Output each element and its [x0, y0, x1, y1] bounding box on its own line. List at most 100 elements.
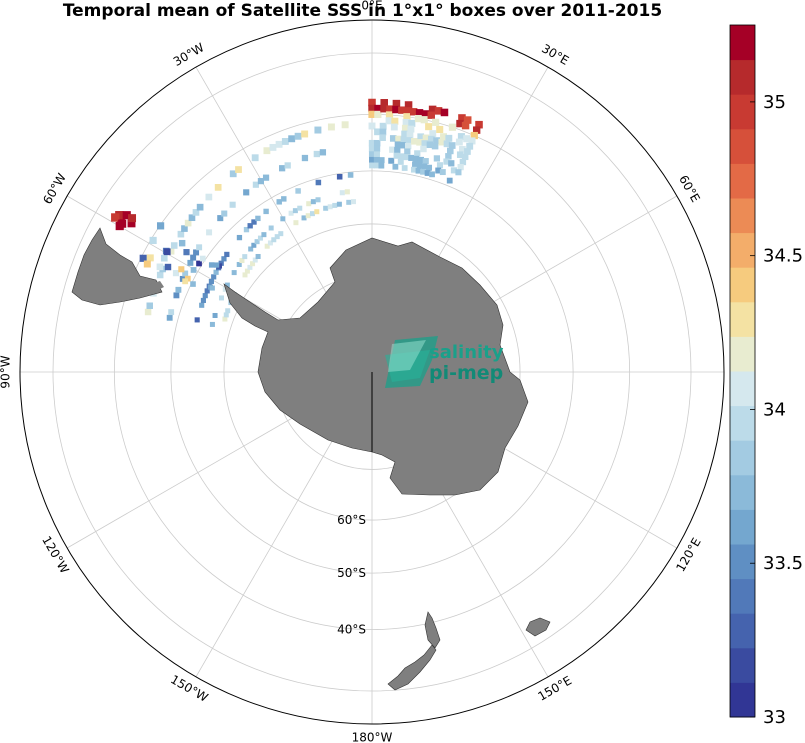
sss-cell — [378, 162, 385, 169]
sss-cell — [475, 120, 483, 129]
sss-cell — [301, 154, 309, 162]
meridian-line — [195, 66, 349, 331]
sss-cell — [243, 189, 250, 196]
sss-cell — [156, 271, 164, 279]
colorbar-segment — [730, 198, 755, 234]
colorbar-segment — [730, 544, 755, 580]
sss-cell — [435, 167, 442, 174]
sss-cell — [436, 125, 444, 133]
sss-cell — [448, 142, 456, 149]
sss-cell — [386, 105, 394, 113]
sss-cell — [208, 262, 215, 268]
sss-cell — [401, 165, 408, 171]
sss-cell — [288, 210, 294, 216]
sss-cell — [388, 157, 395, 164]
sss-cell — [401, 124, 409, 132]
sss-cell — [458, 114, 466, 122]
sss-cell — [431, 142, 439, 150]
sss-cell — [411, 138, 418, 145]
sss-cell — [279, 165, 286, 172]
sss-cell — [443, 158, 450, 165]
sss-cell — [156, 263, 164, 271]
sss-cell — [225, 308, 231, 314]
sss-cell — [111, 213, 120, 222]
sss-cell — [315, 179, 322, 186]
logo-mark — [385, 336, 438, 388]
sss-cell — [432, 118, 440, 126]
falklands-landmass — [150, 281, 164, 291]
colorbar-tick-label: 33 — [763, 707, 786, 728]
sss-cell — [221, 210, 228, 217]
sss-cell — [301, 215, 307, 221]
sss-cell — [192, 209, 200, 216]
sss-cell — [393, 152, 400, 159]
sss-cell — [436, 162, 444, 169]
sss-cell — [438, 138, 446, 146]
sss-cell — [257, 178, 265, 185]
latitude-label: 50°S — [337, 566, 366, 580]
sss-cell — [373, 145, 381, 152]
sss-cell — [408, 119, 416, 127]
sss-cell — [206, 229, 213, 236]
sss-cell — [408, 154, 415, 161]
sss-cell — [336, 201, 342, 207]
colorbar-segment — [730, 440, 755, 476]
sss-cell — [222, 286, 228, 292]
sss-cell — [247, 223, 253, 229]
sss-cell — [440, 133, 447, 141]
sss-cell — [235, 166, 242, 173]
sss-cell — [218, 295, 224, 301]
sss-cell — [323, 205, 329, 211]
colorbar-segment — [730, 682, 755, 718]
sss-cell — [368, 139, 376, 147]
sss-cell — [221, 256, 227, 262]
sss-cell — [177, 230, 185, 238]
sss-cell — [339, 190, 345, 196]
sss-cell — [416, 139, 423, 146]
sss-cell — [263, 208, 269, 215]
meridian-line — [66, 395, 331, 549]
sss-cell — [373, 156, 380, 163]
sss-cell — [204, 288, 210, 294]
sss-cell — [243, 226, 250, 233]
sss-cell — [172, 270, 180, 277]
sss-cell — [188, 214, 196, 222]
sss-cell — [445, 153, 452, 160]
colorbar-frame — [729, 24, 756, 718]
sss-cell — [208, 278, 214, 285]
colorbar-segment — [730, 94, 755, 130]
sss-cell — [213, 269, 219, 275]
longitude-label: 150°W — [168, 672, 210, 705]
sss-cell — [205, 193, 213, 201]
sss-cell — [278, 231, 284, 237]
sss-cell — [183, 249, 190, 256]
sss-cell — [415, 167, 422, 174]
sss-cell — [368, 145, 376, 152]
sss-cell — [314, 126, 322, 134]
sss-cell — [175, 286, 182, 293]
sss-cell — [199, 255, 206, 262]
sss-cell — [202, 293, 208, 299]
sss-cell — [212, 312, 218, 318]
sss-cell — [389, 146, 396, 153]
sss-cell — [379, 128, 387, 136]
sss-cell — [369, 156, 375, 163]
sss-cell — [414, 150, 421, 157]
sss-cell — [428, 105, 437, 114]
sss-cell — [373, 139, 381, 147]
tasmania-landmass — [525, 617, 551, 637]
sss-cell — [456, 151, 464, 158]
sss-cell — [390, 123, 398, 131]
sss-cell — [306, 201, 312, 207]
sss-cell — [254, 239, 260, 245]
sss-cell — [350, 199, 356, 205]
sss-cell — [341, 121, 349, 129]
sss-cell — [310, 199, 316, 205]
sss-cell — [255, 215, 261, 222]
sss-cell — [242, 272, 248, 278]
sss-cell — [368, 98, 376, 107]
sss-cell — [463, 135, 471, 143]
sss-cell — [405, 137, 413, 144]
sss-cell — [336, 173, 343, 180]
sss-cell — [209, 321, 215, 327]
